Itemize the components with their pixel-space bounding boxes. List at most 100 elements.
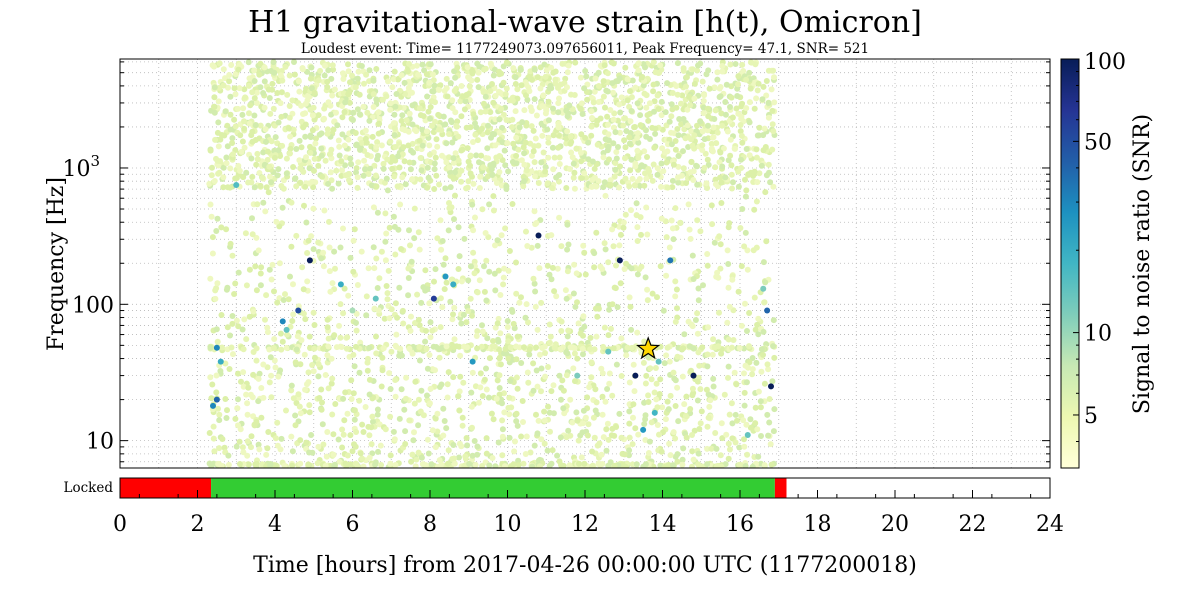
background-trigger xyxy=(525,319,531,326)
background-trigger xyxy=(318,386,325,393)
background-trigger xyxy=(320,263,327,270)
background-trigger xyxy=(741,436,747,443)
background-trigger xyxy=(342,99,349,106)
background-trigger xyxy=(635,139,642,146)
background-trigger xyxy=(725,336,732,343)
background-trigger xyxy=(346,99,353,106)
background-trigger xyxy=(516,124,523,131)
background-trigger xyxy=(240,105,247,112)
background-trigger xyxy=(436,126,442,133)
background-trigger xyxy=(429,122,435,129)
background-trigger xyxy=(319,173,326,180)
background-trigger xyxy=(611,284,618,291)
background-trigger xyxy=(213,155,219,162)
background-trigger xyxy=(408,313,414,320)
background-trigger xyxy=(654,404,661,411)
background-trigger xyxy=(550,132,557,139)
background-trigger xyxy=(220,66,227,73)
background-trigger xyxy=(342,389,349,396)
background-trigger xyxy=(455,393,462,400)
x-tick-label: 4 xyxy=(268,512,282,537)
background-trigger xyxy=(286,103,293,109)
background-trigger xyxy=(402,441,409,447)
background-trigger xyxy=(451,455,458,462)
background-trigger xyxy=(227,240,234,247)
loud-triggers xyxy=(210,182,774,439)
background-trigger xyxy=(413,62,420,69)
background-trigger xyxy=(600,78,607,85)
x-tick-label: 2 xyxy=(191,512,205,537)
background-trigger xyxy=(294,333,301,340)
background-trigger xyxy=(738,263,745,270)
background-trigger xyxy=(599,411,606,418)
background-trigger xyxy=(709,351,716,358)
background-trigger xyxy=(323,453,330,460)
background-trigger xyxy=(505,355,512,362)
background-trigger xyxy=(523,167,530,174)
background-trigger xyxy=(605,121,611,128)
background-trigger xyxy=(611,173,618,180)
background-trigger xyxy=(584,96,591,103)
background-trigger xyxy=(366,391,373,398)
background-trigger xyxy=(347,155,354,162)
background-trigger xyxy=(279,77,286,84)
loud-trigger xyxy=(632,372,639,379)
background-trigger xyxy=(698,408,705,415)
background-trigger xyxy=(407,166,414,173)
background-trigger xyxy=(288,433,295,440)
background-trigger xyxy=(638,74,645,81)
background-trigger xyxy=(461,235,468,242)
background-trigger xyxy=(296,157,303,164)
background-trigger xyxy=(385,78,391,85)
background-trigger xyxy=(645,392,652,399)
background-trigger xyxy=(313,135,319,142)
background-trigger xyxy=(279,338,286,345)
background-trigger xyxy=(311,167,317,174)
background-trigger xyxy=(726,446,733,453)
background-trigger xyxy=(593,333,600,340)
background-trigger xyxy=(356,369,363,376)
background-trigger xyxy=(283,407,289,414)
background-trigger xyxy=(374,411,381,418)
background-band-trigger xyxy=(423,345,430,352)
background-trigger xyxy=(472,383,479,390)
background-trigger xyxy=(752,61,759,68)
background-trigger xyxy=(684,122,691,129)
background-trigger xyxy=(451,336,458,343)
background-trigger xyxy=(743,187,750,194)
background-trigger xyxy=(396,415,403,422)
background-band-trigger xyxy=(355,464,361,468)
background-trigger xyxy=(389,84,396,91)
background-trigger xyxy=(272,364,279,371)
background-trigger xyxy=(732,61,739,67)
background-trigger xyxy=(618,434,625,441)
background-trigger xyxy=(767,441,774,448)
background-trigger xyxy=(672,435,679,442)
background-trigger xyxy=(689,392,696,399)
background-trigger xyxy=(609,301,616,308)
background-band-trigger xyxy=(320,345,327,352)
background-trigger xyxy=(432,415,439,422)
background-trigger xyxy=(709,221,716,228)
background-trigger xyxy=(565,241,572,248)
background-trigger xyxy=(260,149,267,156)
background-trigger xyxy=(770,317,777,324)
background-trigger xyxy=(744,247,751,254)
background-trigger xyxy=(593,229,600,236)
background-trigger xyxy=(353,429,360,435)
background-trigger xyxy=(768,86,775,93)
background-trigger xyxy=(362,127,369,134)
background-trigger xyxy=(704,127,711,134)
background-trigger xyxy=(541,408,548,415)
background-trigger xyxy=(469,369,476,376)
background-trigger xyxy=(544,262,551,269)
background-trigger xyxy=(234,405,241,412)
background-trigger xyxy=(643,204,650,211)
background-trigger xyxy=(232,123,239,130)
background-trigger xyxy=(509,201,516,207)
background-trigger xyxy=(537,351,543,358)
background-trigger xyxy=(278,113,285,120)
background-trigger xyxy=(209,164,215,171)
background-trigger xyxy=(263,138,269,145)
background-trigger xyxy=(246,266,253,273)
